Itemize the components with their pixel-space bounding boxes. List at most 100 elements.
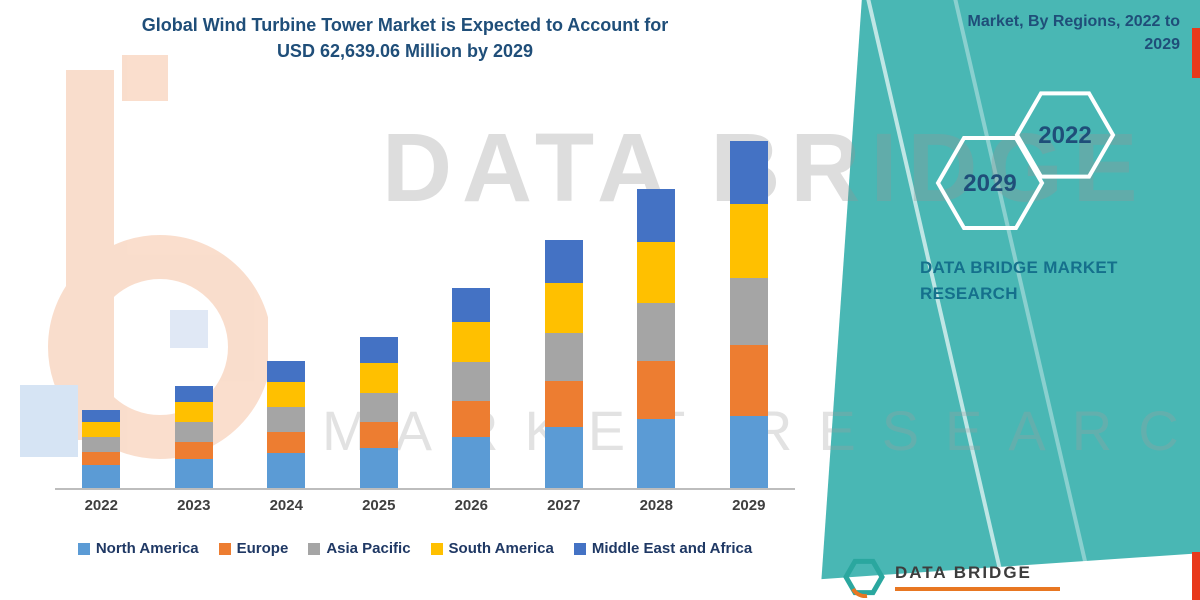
bar-column: [703, 128, 796, 488]
x-axis-labels: 2022 2023 2024 2025 2026 2027 2028 2029: [55, 497, 795, 514]
bar-segment: [359, 362, 398, 393]
bar-column: [148, 128, 241, 488]
bar-segment: [174, 458, 213, 488]
x-axis-label: 2029: [732, 497, 766, 514]
bar-segment: [729, 141, 768, 205]
x-axis-label: 2023: [177, 497, 211, 514]
bar-stack-2025: [359, 128, 398, 488]
legend-label: Middle East and Africa: [591, 540, 753, 557]
bar-stack-2022: [82, 128, 121, 488]
bar-segment: [359, 337, 398, 363]
bar-segment: [637, 188, 676, 242]
footer-brand: DATA BRIDGE: [843, 556, 1060, 598]
bar-segment: [82, 464, 121, 488]
legend: North America Europe Asia Pacific South Ame…: [45, 540, 785, 557]
bar-segment: [267, 453, 306, 488]
red-accent-bottom: [1192, 552, 1200, 600]
bar-segment: [637, 360, 676, 419]
hexagon-2022-label: 2022: [1038, 122, 1091, 149]
chart-title: Global Wind Turbine Tower Market is Expe…: [60, 12, 750, 64]
legend-label: Europe: [236, 540, 289, 557]
bar-segment: [267, 407, 306, 432]
bar-segment: [729, 345, 768, 416]
bar-segment: [544, 332, 583, 382]
bar-stack-2027: [544, 128, 583, 488]
bar-segment: [359, 447, 398, 488]
bar-segment: [729, 277, 768, 346]
bar-segment: [82, 422, 121, 438]
bar-segment: [452, 362, 491, 402]
bar-segment: [267, 361, 306, 383]
stacked-bar-chart: 2022 2023 2024 2025 2026 2027 2028 2029: [55, 128, 795, 514]
x-axis-label: 2022: [84, 497, 118, 514]
hexagon-2022: [1014, 91, 1116, 179]
x-axis-label: 2024: [269, 497, 303, 514]
bar-segment: [729, 416, 768, 488]
bar-segment: [729, 204, 768, 278]
bar-segment: [544, 283, 583, 333]
bar-stack-2023: [174, 128, 213, 488]
bar-stack-2028: [637, 128, 676, 488]
panel-brand-line1: DATA BRIDGE MARKET: [920, 258, 1118, 277]
bar-segment: [544, 427, 583, 488]
x-axis-label: 2026: [454, 497, 488, 514]
teal-side-panel: [820, 0, 1200, 600]
legend-item: North America: [77, 540, 199, 557]
footer-brand-name: DATA BRIDGE: [895, 563, 1032, 582]
chart-title-line1: Global Wind Turbine Tower Market is Expe…: [141, 15, 669, 35]
legend-swatch: [218, 542, 231, 555]
bar-column: [610, 128, 703, 488]
legend-label: Asia Pacific: [326, 540, 411, 557]
bar-column: [55, 128, 148, 488]
x-axis-label: 2028: [639, 497, 673, 514]
bar-segment: [82, 452, 121, 465]
bar-stack-2029: [729, 128, 768, 488]
x-axis-label: 2025: [362, 497, 396, 514]
bar-stack-2026: [452, 128, 491, 488]
bar-column: [518, 128, 611, 488]
panel-caption: Market, By Regions, 2022 to 2029: [850, 10, 1180, 56]
red-accent-top: [1192, 28, 1200, 78]
bars: [55, 128, 795, 490]
bar-segment: [359, 421, 398, 448]
dbmr-logo-icon: [843, 558, 885, 598]
bar-segment: [82, 409, 121, 423]
hexagon-2029-label: 2029: [963, 170, 1016, 197]
legend-item: Europe: [218, 540, 289, 557]
dbmr-logo-watermark: [20, 55, 268, 459]
legend-item: South America: [430, 540, 554, 557]
legend-swatch: [308, 542, 321, 555]
panel-brand-line2: RESEARCH: [920, 284, 1018, 304]
bar-segment: [452, 437, 491, 488]
legend-item: Asia Pacific: [308, 540, 411, 557]
year-hexagons: 2022 2029: [935, 91, 1116, 230]
bar-segment: [637, 302, 676, 361]
legend-swatch: [77, 542, 90, 555]
bar-segment: [174, 421, 213, 442]
panel-caption-line1: Market, By Regions, 2022 to: [967, 13, 1180, 30]
bar-segment: [544, 381, 583, 428]
legend-item: Middle East and Africa: [573, 540, 753, 557]
bar-segment: [452, 287, 491, 323]
bar-stack-2024: [267, 128, 306, 488]
bar-segment: [267, 431, 306, 454]
bar-segment: [452, 401, 491, 438]
hexagon-2029: [935, 136, 1045, 230]
bar-segment: [637, 241, 676, 303]
bar-segment: [637, 418, 676, 488]
panel-caption-line2: 2029: [1144, 36, 1180, 54]
legend-swatch: [573, 542, 586, 555]
bar-segment: [267, 382, 306, 408]
x-axis-label: 2027: [547, 497, 581, 514]
bar-column: [240, 128, 333, 488]
chart-title-line2: USD 62,639.06 Million by 2029: [276, 41, 534, 62]
bar-segment: [174, 401, 213, 422]
bar-segment: [82, 437, 121, 453]
legend-label: South America: [448, 540, 554, 557]
bar-segment: [452, 322, 491, 363]
bar-segment: [544, 239, 583, 284]
legend-swatch: [430, 542, 443, 555]
bar-column: [333, 128, 426, 488]
footer-brand-text: DATA BRIDGE: [895, 563, 1060, 591]
